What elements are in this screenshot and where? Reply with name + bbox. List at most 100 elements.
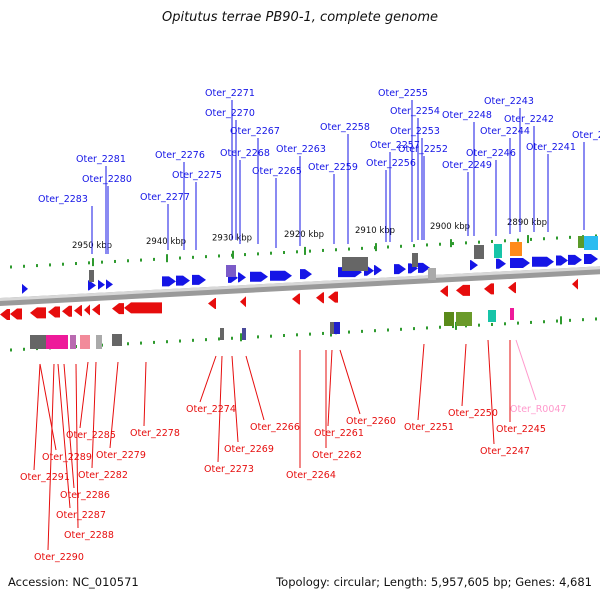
- tick-upper: [491, 239, 493, 243]
- gene-label-reverse: Oter_2274: [186, 404, 236, 415]
- tick-major: [560, 316, 562, 325]
- gene-label-reverse: Oter_2288: [64, 530, 114, 541]
- leader-line: [231, 355, 239, 443]
- feature-box: [428, 268, 436, 280]
- gene-label-forward: Oter_2248: [442, 110, 492, 121]
- gene-label-reverse: Oter_2273: [204, 464, 254, 475]
- gene-forward-arrow: [250, 271, 268, 282]
- gene-forward-arrow: [238, 272, 246, 283]
- gene-label-forward: Oter_2265: [252, 166, 302, 177]
- tick-lower: [270, 334, 272, 338]
- feature-box: [342, 257, 368, 271]
- tick-upper: [426, 243, 428, 247]
- tick-lower: [348, 330, 350, 334]
- tick-upper: [296, 250, 298, 254]
- leader-line: [327, 349, 333, 427]
- gene-label-reverse: Oter_2245: [496, 424, 546, 435]
- tick-upper: [36, 264, 38, 268]
- tick-lower: [322, 331, 324, 335]
- tick-upper: [478, 240, 480, 244]
- scale-label: 2890 kbp: [507, 218, 547, 228]
- tick-upper: [101, 260, 103, 264]
- leader-line: [39, 363, 57, 451]
- leader-line: [143, 361, 147, 427]
- feature-box: [242, 328, 246, 340]
- tick-upper: [556, 236, 558, 240]
- tick-upper: [23, 264, 25, 268]
- gene-label-reverse: Oter_2279: [96, 450, 146, 461]
- tick-upper: [75, 262, 77, 266]
- tick-upper: [439, 242, 441, 246]
- tick-lower: [400, 327, 402, 331]
- gene-reverse-arrow: [572, 278, 578, 290]
- tick-upper: [10, 265, 12, 269]
- tick-lower: [231, 336, 233, 340]
- leader-line: [75, 363, 79, 529]
- tick-upper: [335, 248, 337, 252]
- tick-lower: [543, 320, 545, 324]
- gene-forward-arrow: [300, 269, 312, 280]
- feature-box: [70, 335, 76, 349]
- tick-lower: [192, 338, 194, 342]
- tick-upper: [595, 234, 597, 238]
- tick-major: [304, 246, 306, 255]
- scale-label: 2910 kbp: [355, 226, 395, 236]
- gene-label-forward: Oter_2258: [320, 122, 370, 133]
- leader-line: [417, 343, 425, 421]
- gene-label-reverse: Oter_2285: [66, 430, 116, 441]
- gene-forward-arrow: [88, 280, 96, 291]
- tick-upper: [179, 256, 181, 260]
- gene-forward-arrow: [98, 279, 105, 290]
- gene-label-forward: Oter_2275: [172, 170, 222, 181]
- gene-label-reverse: Oter_2260: [346, 416, 396, 427]
- feature-box: [226, 265, 236, 277]
- gene-reverse-arrow: [508, 282, 516, 294]
- gene-label-reverse: Oter_2269: [224, 444, 274, 455]
- gene-label-forward: Oter_2283: [38, 194, 88, 205]
- gene-reverse-arrow: [30, 307, 46, 319]
- tick-upper: [205, 255, 207, 259]
- tick-lower: [452, 325, 454, 329]
- gene-forward-arrow: [532, 256, 554, 267]
- leader-line: [217, 355, 223, 463]
- leader-line: [199, 355, 217, 403]
- leader-line: [63, 363, 75, 489]
- feature-box: [412, 253, 418, 267]
- gene-label-forward: Oter_2252: [398, 144, 448, 155]
- tick-upper: [543, 237, 545, 241]
- tick-major: [240, 333, 242, 342]
- tick-lower: [530, 320, 532, 324]
- tick-lower: [140, 341, 142, 345]
- tick-upper: [88, 261, 90, 265]
- tick-lower: [595, 317, 597, 321]
- gene-label-forward: Oter_2280: [82, 174, 132, 185]
- tick-lower: [179, 339, 181, 343]
- tick-upper: [530, 237, 532, 241]
- tick-upper: [283, 251, 285, 255]
- gene-reverse-arrow: [292, 293, 300, 305]
- gene-label-rna: Oter_R0047: [510, 404, 566, 415]
- leader-line: [487, 339, 495, 445]
- gene-label-reverse: Oter_2287: [56, 510, 106, 521]
- feature-box: [89, 270, 94, 282]
- tick-major: [92, 258, 94, 267]
- tick-lower: [127, 342, 129, 346]
- feature-box: [474, 245, 484, 259]
- gene-reverse-arrow: [92, 304, 100, 316]
- gene-label-reverse: Oter_2291: [20, 472, 70, 483]
- gene-label-reverse: Oter_2247: [480, 446, 530, 457]
- gene-label-forward: Oter_2249: [442, 160, 492, 171]
- gene-label-forward: Oter_2281: [76, 154, 126, 165]
- gene-forward-arrow: [510, 257, 530, 268]
- tick-lower: [478, 323, 480, 327]
- tick-upper: [153, 257, 155, 261]
- leader-line: [245, 355, 265, 421]
- scale-label: 2900 kbp: [430, 222, 470, 232]
- feature-box: [330, 322, 334, 334]
- gene-label-forward: Oter_2246: [466, 148, 516, 159]
- gene-reverse-arrow: [0, 309, 10, 320]
- genome-summary: Topology: circular; Length: 5,957,605 bp…: [276, 575, 592, 589]
- gene-label-forward: Oter_2253: [390, 126, 440, 137]
- gene-reverse-arrow: [10, 308, 22, 320]
